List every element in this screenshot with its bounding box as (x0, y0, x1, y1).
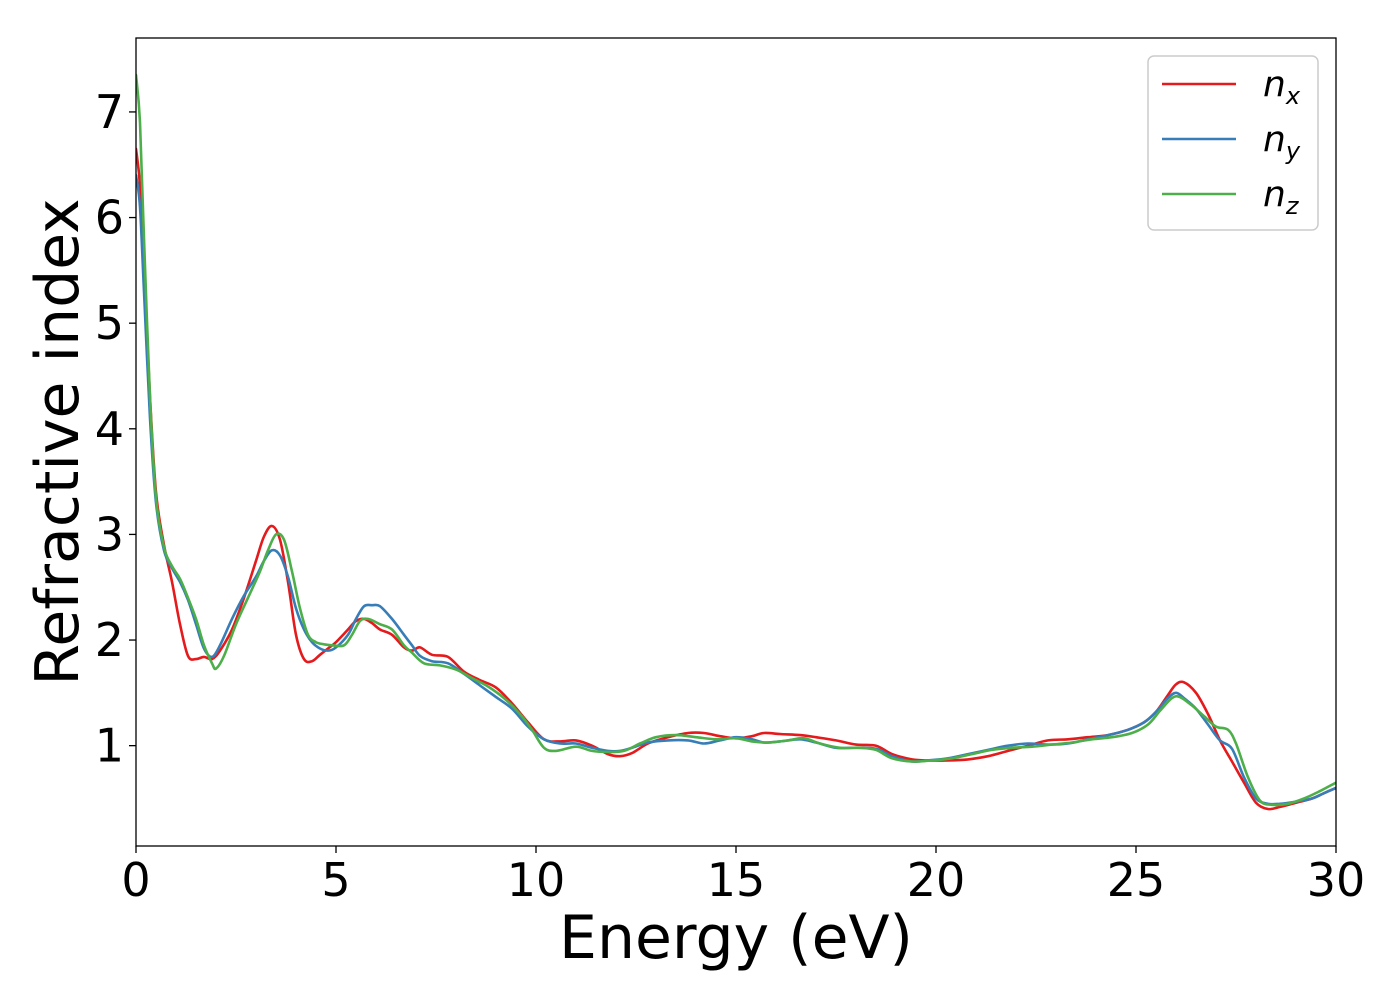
x-tick-label: 0 (121, 853, 150, 907)
legend-label-n-z: nz (1263, 174, 1300, 220)
x-tick-label: 15 (707, 853, 766, 907)
y-tick-label: 3 (95, 507, 124, 561)
series-layer (136, 73, 1336, 811)
series-line-n-y (136, 174, 1336, 806)
y-tick-label: 6 (95, 191, 124, 245)
x-tick-label: 5 (321, 853, 350, 907)
y-tick-label: 4 (95, 402, 124, 456)
x-tick-label: 25 (1107, 853, 1166, 907)
legend-box (1147, 55, 1319, 231)
y-tick-label: 7 (95, 85, 124, 139)
series-line-n-z (136, 73, 1336, 807)
x-axis-title: Energy (eV) (559, 903, 913, 973)
x-tick-label: 30 (1307, 853, 1366, 907)
x-axis-ticks: 0 5 10 15 20 25 30 (121, 846, 1365, 907)
legend-label-n-x: nx (1263, 64, 1301, 110)
y-tick-label: 1 (95, 719, 124, 773)
y-axis-title: Refractive index (23, 198, 93, 685)
legend-label-n-y: ny (1263, 119, 1301, 165)
x-tick-label: 10 (507, 853, 566, 907)
legend: nx ny nz (1147, 55, 1319, 231)
legend-items: nx ny nz (1162, 64, 1301, 220)
y-tick-label: 5 (95, 296, 124, 350)
x-tick-label: 20 (907, 853, 966, 907)
y-tick-label: 2 (95, 613, 124, 667)
y-axis-ticks: 1 2 3 4 5 6 7 (95, 85, 136, 773)
